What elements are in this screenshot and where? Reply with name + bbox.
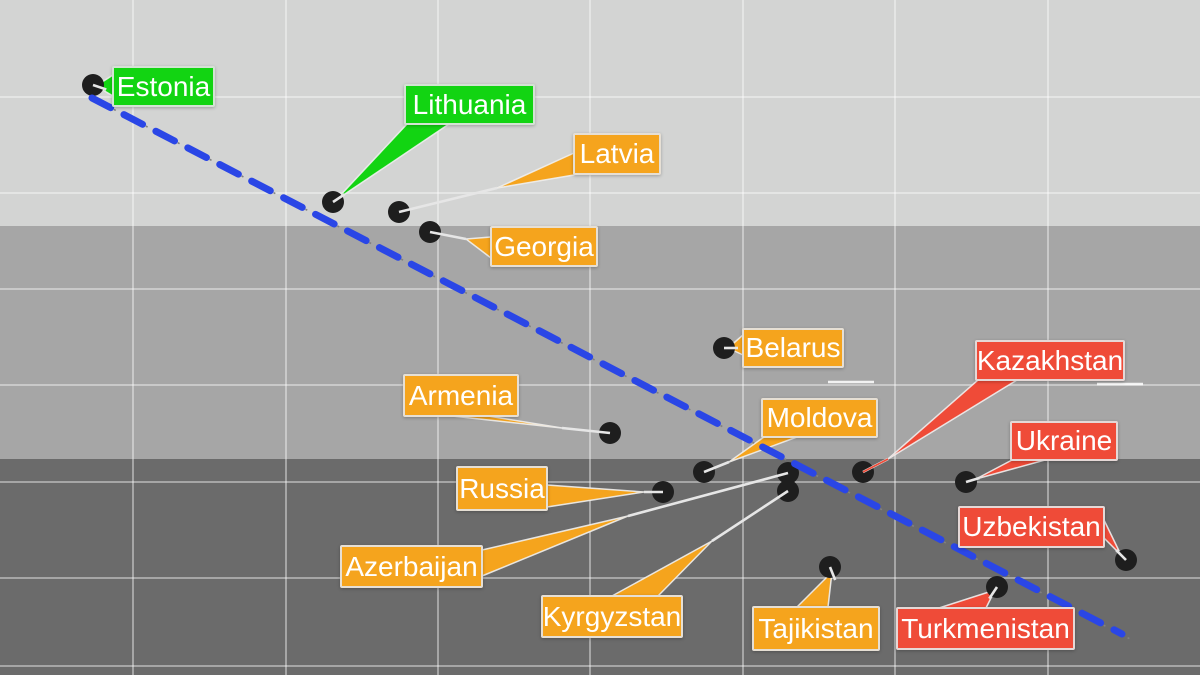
leader-line-ukraine: [965, 476, 980, 484]
leader-line-lithuania: [332, 193, 346, 204]
leader-line-georgia: [429, 230, 467, 241]
leader-line-accent-kazakhstan: [862, 458, 889, 473]
leader-line-estonia: [92, 83, 107, 91]
background-band: [0, 226, 1200, 459]
leader-line-uzbekistan: [1115, 549, 1127, 561]
background-band: [0, 0, 1200, 226]
leader-line-turkmenistan: [988, 586, 999, 600]
leader-line-azerbaijan: [627, 471, 789, 518]
leader-line-moldova: [703, 460, 730, 474]
leader-line-latvia: [398, 186, 498, 214]
leader-line-tajikistan: [828, 566, 837, 581]
trendline: [88, 94, 1126, 638]
leader-line-armenia: [561, 426, 611, 435]
leader-line-kyrgyzstan: [711, 489, 789, 543]
